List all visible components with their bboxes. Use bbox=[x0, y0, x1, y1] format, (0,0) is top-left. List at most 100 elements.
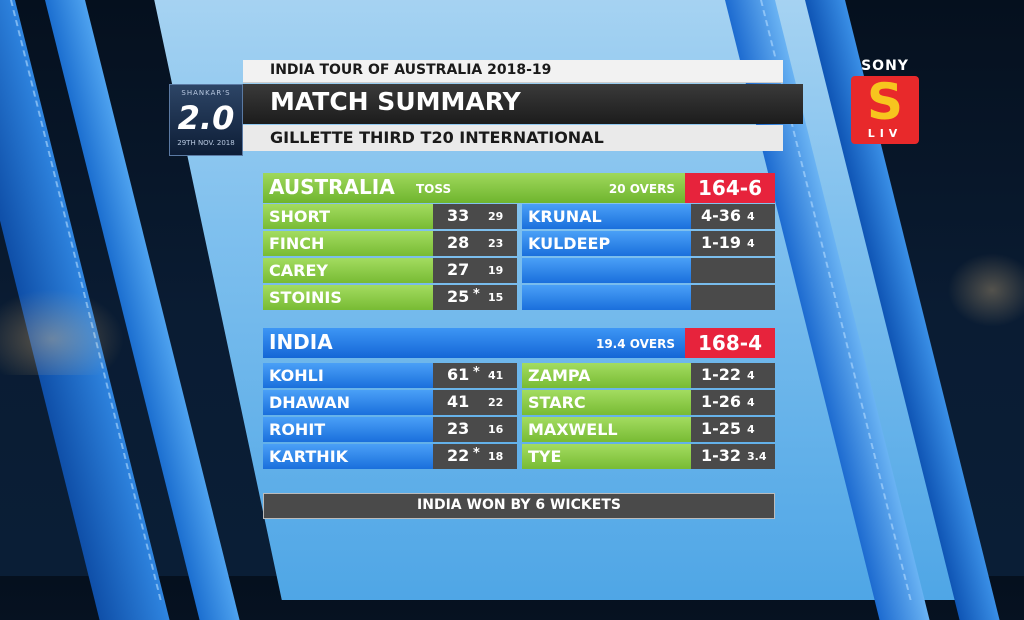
batsman-score: 28 23 bbox=[433, 231, 517, 256]
runs: 23 bbox=[447, 419, 470, 438]
tour-title: INDIA TOUR OF AUSTRALIA 2018-19 bbox=[270, 62, 552, 78]
bowling-row: KRUNAL 4-36 4 bbox=[522, 204, 775, 229]
page-title: MATCH SUMMARY bbox=[270, 87, 521, 116]
city-lights bbox=[944, 250, 1024, 330]
team-name: INDIA bbox=[269, 330, 333, 354]
bowling-row bbox=[522, 285, 775, 310]
bowler-figures: 1-26 4 bbox=[691, 390, 775, 415]
bowler-figures: 1-25 4 bbox=[691, 417, 775, 442]
balls: 41 bbox=[488, 369, 504, 382]
team-score: 164-6 bbox=[685, 173, 775, 203]
batting-row: STOINIS 25 * 15 bbox=[263, 285, 517, 310]
runs: 28 bbox=[447, 233, 470, 252]
balls: 29 bbox=[488, 210, 504, 223]
bowler-name: STARC bbox=[522, 390, 692, 415]
overs: 4 bbox=[747, 237, 755, 250]
broadcaster-logo: SONY S LIV bbox=[849, 58, 921, 144]
bowling-row: TYE 1-32 3.4 bbox=[522, 444, 775, 469]
overs: 4 bbox=[747, 210, 755, 223]
figures: 4-36 bbox=[701, 206, 742, 225]
city-lights bbox=[0, 285, 130, 375]
india-header: INDIA 19.4 OVERS 168-4 bbox=[263, 328, 775, 358]
runs: 41 bbox=[447, 392, 470, 411]
result-text: INDIA WON BY 6 WICKETS bbox=[417, 497, 621, 513]
batsman-score: 25 * 15 bbox=[433, 285, 517, 310]
bowler-figures: 1-19 4 bbox=[691, 231, 775, 256]
runs: 22 bbox=[447, 446, 470, 465]
bowler-figures: 1-22 4 bbox=[691, 363, 775, 388]
batsman-name: KOHLI bbox=[263, 363, 433, 388]
figures: 1-26 bbox=[701, 392, 742, 411]
bowler-figures bbox=[691, 258, 775, 283]
bowling-row: MAXWELL 1-25 4 bbox=[522, 417, 775, 442]
liv-label: LIV bbox=[867, 127, 903, 140]
batting-row: KOHLI 61 * 41 bbox=[263, 363, 517, 388]
sony-label: SONY bbox=[861, 58, 909, 74]
sony-liv-icon: S LIV bbox=[851, 76, 919, 144]
bowler-name: ZAMPA bbox=[522, 363, 692, 388]
balls: 16 bbox=[488, 423, 504, 436]
balls: 23 bbox=[488, 237, 504, 250]
bowler-figures: 1-32 3.4 bbox=[691, 444, 775, 469]
bowling-row: KULDEEP 1-19 4 bbox=[522, 231, 775, 256]
not-out-mark: * bbox=[473, 287, 480, 302]
overs-label: 20 OVERS bbox=[608, 182, 675, 196]
match-name: GILLETTE THIRD T20 INTERNATIONAL bbox=[270, 128, 604, 147]
result-bar: INDIA WON BY 6 WICKETS bbox=[263, 493, 775, 519]
batsman-name: ROHIT bbox=[263, 417, 433, 442]
figures: 1-25 bbox=[701, 419, 742, 438]
balls: 15 bbox=[488, 291, 504, 304]
batting-row: FINCH 28 23 bbox=[263, 231, 517, 256]
bowler-figures bbox=[691, 285, 775, 310]
batting-row: KARTHIK 22 * 18 bbox=[263, 444, 517, 469]
bowler-name bbox=[522, 258, 692, 283]
batsman-score: 23 16 bbox=[433, 417, 517, 442]
not-out-mark: * bbox=[473, 446, 480, 461]
sponsor-date: 29TH NOV. 2018 bbox=[177, 139, 235, 147]
logo-letter: S bbox=[866, 76, 903, 131]
bowler-figures: 4-36 4 bbox=[691, 204, 775, 229]
balls: 19 bbox=[488, 264, 504, 277]
balls: 18 bbox=[488, 450, 504, 463]
bowling-row: ZAMPA 1-22 4 bbox=[522, 363, 775, 388]
bowler-name: KULDEEP bbox=[522, 231, 692, 256]
batsman-name: FINCH bbox=[263, 231, 433, 256]
batsman-score: 41 22 bbox=[433, 390, 517, 415]
runs: 33 bbox=[447, 206, 470, 225]
runs: 27 bbox=[447, 260, 470, 279]
figures: 1-22 bbox=[701, 365, 742, 384]
bowler-name bbox=[522, 285, 692, 310]
australia-header: AUSTRALIA TOSS 20 OVERS 164-6 bbox=[263, 173, 775, 203]
sponsor-main: 2.0 bbox=[177, 99, 235, 137]
batsman-score: 27 19 bbox=[433, 258, 517, 283]
batsman-score: 61 * 41 bbox=[433, 363, 517, 388]
batsman-name: SHORT bbox=[263, 204, 433, 229]
bowler-name: MAXWELL bbox=[522, 417, 692, 442]
batsman-name: STOINIS bbox=[263, 285, 433, 310]
overs: 3.4 bbox=[747, 450, 767, 463]
bowler-name: KRUNAL bbox=[522, 204, 692, 229]
batsman-name: KARTHIK bbox=[263, 444, 433, 469]
batsman-score: 33 29 bbox=[433, 204, 517, 229]
balls: 22 bbox=[488, 396, 504, 409]
figures: 1-32 bbox=[701, 446, 742, 465]
team-name: AUSTRALIA bbox=[269, 175, 395, 199]
batsman-score: 22 * 18 bbox=[433, 444, 517, 469]
bowler-name: TYE bbox=[522, 444, 692, 469]
overs: 4 bbox=[747, 423, 755, 436]
team-score: 168-4 bbox=[685, 328, 775, 358]
batting-row: SHORT 33 29 bbox=[263, 204, 517, 229]
batsman-name: DHAWAN bbox=[263, 390, 433, 415]
not-out-mark: * bbox=[473, 365, 480, 380]
batting-row: DHAWAN 41 22 bbox=[263, 390, 517, 415]
title-bar: MATCH SUMMARY bbox=[243, 84, 803, 124]
overs: 4 bbox=[747, 369, 755, 382]
sponsor-logo: SHANKAR'S 2.0 29TH NOV. 2018 bbox=[169, 84, 243, 156]
overs-label: 19.4 OVERS bbox=[595, 337, 675, 351]
runs: 61 bbox=[447, 365, 470, 384]
bowling-row: STARC 1-26 4 bbox=[522, 390, 775, 415]
figures: 1-19 bbox=[701, 233, 742, 252]
match-bar: GILLETTE THIRD T20 INTERNATIONAL bbox=[243, 125, 783, 151]
bowling-row bbox=[522, 258, 775, 283]
sponsor-top: SHANKAR'S bbox=[181, 89, 231, 97]
